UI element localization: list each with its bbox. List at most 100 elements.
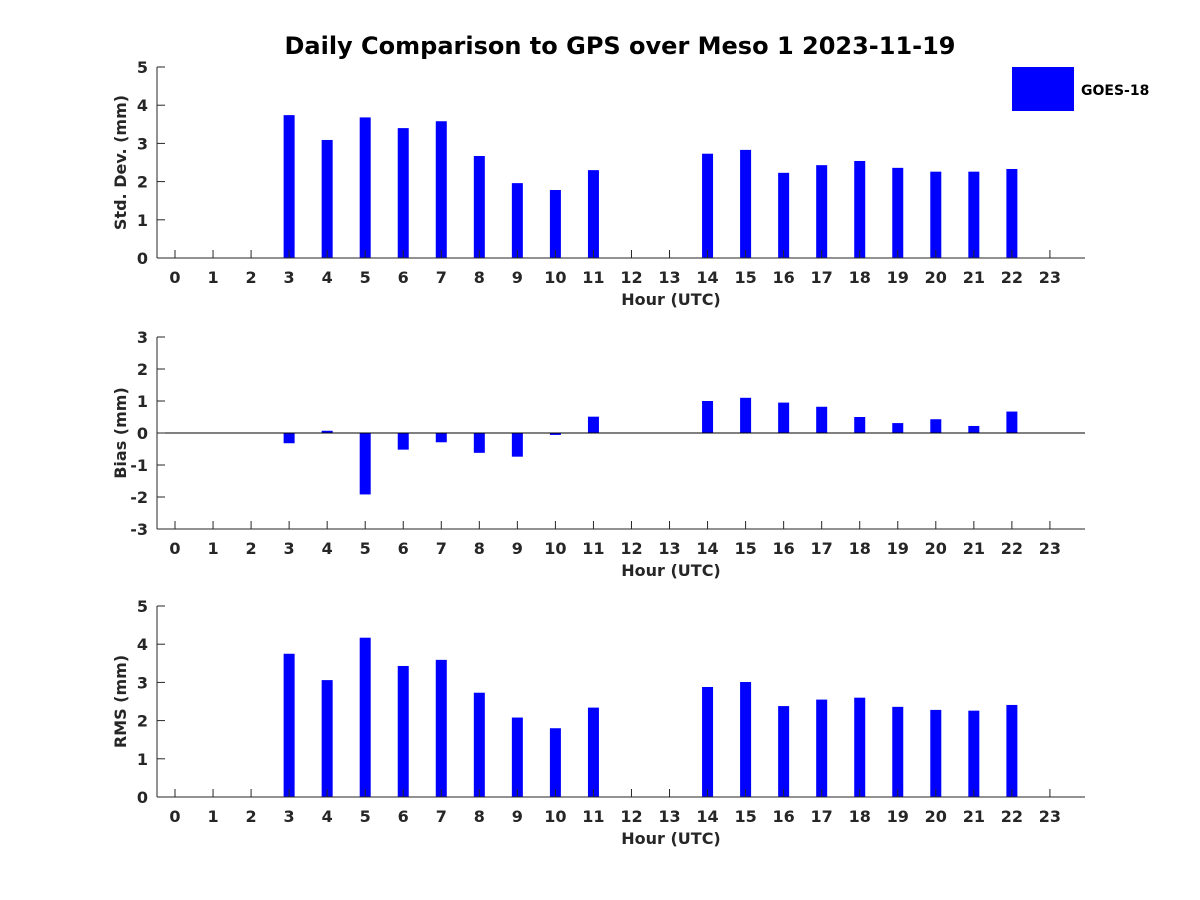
rms-x-tick-label: 0 xyxy=(169,807,180,826)
rms-x-tick-label: 4 xyxy=(322,807,333,826)
rms-x-tick-label: 1 xyxy=(207,807,218,826)
rms-x-tick-label: 23 xyxy=(1039,807,1061,826)
bias-bar-hour-21 xyxy=(968,425,980,433)
rms-y-axis-label: RMS (mm) xyxy=(111,655,130,748)
bias-x-tick-label: 23 xyxy=(1039,539,1061,558)
std-dev-x-tick-label: 16 xyxy=(773,268,795,287)
rms-y-tick-label: 0 xyxy=(137,788,148,807)
std-dev-bar-hour-6 xyxy=(397,128,409,258)
std-dev-x-tick-label: 10 xyxy=(544,268,566,287)
bias-bar-hour-11 xyxy=(587,416,599,433)
std-dev-x-tick-label: 4 xyxy=(322,268,333,287)
rms-x-tick-label: 6 xyxy=(398,807,409,826)
bias-x-tick-label: 15 xyxy=(734,539,756,558)
bias-x-tick-label: 12 xyxy=(620,539,642,558)
std-dev-bar-hour-14 xyxy=(702,153,714,258)
rms-x-tick-label: 11 xyxy=(582,807,604,826)
std-dev-x-tick-label: 17 xyxy=(811,268,833,287)
rms-bar-hour-19 xyxy=(892,706,904,797)
rms-x-tick-label: 20 xyxy=(925,807,947,826)
rms-y-tick-label: 3 xyxy=(137,673,148,692)
bias-x-axis-label: Hour (UTC) xyxy=(621,561,721,580)
bias-bars xyxy=(283,397,1018,495)
bias-x-tick-label: 1 xyxy=(207,539,218,558)
bias-x-tick-label: 4 xyxy=(322,539,333,558)
bias-y-tick-label: -1 xyxy=(130,456,148,475)
bias-x-tick-label: 2 xyxy=(246,539,257,558)
rms-x-tick-label: 7 xyxy=(436,807,447,826)
std-dev-x-tick-label: 3 xyxy=(284,268,295,287)
rms-x-tick-label: 12 xyxy=(620,807,642,826)
bias-x-tick-label: 7 xyxy=(436,539,447,558)
rms-bars xyxy=(283,637,1018,797)
rms-bar-hour-5 xyxy=(359,637,371,797)
legend: GOES-18 xyxy=(1012,67,1149,111)
rms-bar-hour-14 xyxy=(702,686,714,797)
std-dev-x-tick-label: 15 xyxy=(734,268,756,287)
rms-x-tick-label: 17 xyxy=(811,807,833,826)
std-dev-y-tick-label: 5 xyxy=(137,58,148,77)
rms-y-tick-label: 1 xyxy=(137,750,148,769)
std-dev-x-tick-label: 0 xyxy=(169,268,180,287)
rms-x-tick-label: 15 xyxy=(734,807,756,826)
rms-bar-hour-8 xyxy=(473,692,485,797)
bias-bar-hour-9 xyxy=(511,433,523,457)
std-dev-bar-hour-21 xyxy=(968,171,980,258)
rms-x-tick-label: 13 xyxy=(658,807,680,826)
std-dev-x-tick-label: 14 xyxy=(696,268,718,287)
rms-bar-hour-21 xyxy=(968,710,980,797)
bias-x-tick-label: 6 xyxy=(398,539,409,558)
std-dev-bar-hour-8 xyxy=(473,156,485,258)
rms-bar-hour-3 xyxy=(283,653,295,797)
std-dev-bar-hour-11 xyxy=(587,170,599,258)
bias-bar-hour-17 xyxy=(816,406,828,433)
bias-x-tick-label: 18 xyxy=(849,539,871,558)
bias-x-tick-label: 5 xyxy=(360,539,371,558)
std-dev-x-tick-label: 8 xyxy=(474,268,485,287)
bias-y-tick-label: 2 xyxy=(137,360,148,379)
rms-x-tick-label: 14 xyxy=(696,807,718,826)
std-dev-bar-hour-7 xyxy=(435,121,447,259)
bias-x-tick-label: 22 xyxy=(1001,539,1023,558)
bias-y-tick-label: 1 xyxy=(137,392,148,411)
bias-bar-hour-3 xyxy=(283,433,295,444)
rms-x-tick-label: 16 xyxy=(773,807,795,826)
bias-bar-hour-20 xyxy=(930,419,942,433)
std-dev-x-tick-label: 12 xyxy=(620,268,642,287)
bias-x-tick-label: 10 xyxy=(544,539,566,558)
bias-y-tick-label: 0 xyxy=(137,424,148,443)
rms-x-tick-label: 2 xyxy=(246,807,257,826)
rms-bar-hour-9 xyxy=(511,717,523,797)
bias-bar-hour-6 xyxy=(397,433,409,450)
bias-y-tick-label: 3 xyxy=(137,328,148,347)
std-dev-x-tick-label: 9 xyxy=(512,268,523,287)
bias-x-tick-label: 17 xyxy=(811,539,833,558)
std-dev-x-tick-label: 22 xyxy=(1001,268,1023,287)
rms-bar-hour-16 xyxy=(778,706,790,797)
bias-bar-hour-22 xyxy=(1006,411,1018,433)
chart-title: Daily Comparison to GPS over Meso 1 2023… xyxy=(284,32,955,60)
std-dev-x-tick-label: 11 xyxy=(582,268,604,287)
bias-bar-hour-14 xyxy=(702,401,714,433)
bias-y-axis-label: Bias (mm) xyxy=(111,387,130,479)
bias-x-tick-label: 0 xyxy=(169,539,180,558)
bias-bar-hour-18 xyxy=(854,417,866,433)
std-dev-x-tick-label: 18 xyxy=(849,268,871,287)
std-dev-x-axis-label: Hour (UTC) xyxy=(621,290,721,309)
rms-bar-hour-6 xyxy=(397,665,409,797)
rms-y-tick-label: 2 xyxy=(137,712,148,731)
rms-x-tick-label: 19 xyxy=(887,807,909,826)
rms-y-tick-label: 4 xyxy=(137,635,148,654)
rms-x-tick-label: 22 xyxy=(1001,807,1023,826)
rms-bar-hour-22 xyxy=(1006,704,1018,797)
std-dev-y-tick-label: 3 xyxy=(137,134,148,153)
bias-bar-hour-10 xyxy=(549,433,561,435)
std-dev-bar-hour-20 xyxy=(930,171,942,258)
bias-x-tick-label: 3 xyxy=(284,539,295,558)
std-dev-bar-hour-17 xyxy=(816,165,828,258)
rms-bar-hour-17 xyxy=(816,699,828,797)
std-dev-x-tick-label: 21 xyxy=(963,268,985,287)
legend-label-goes-18: GOES-18 xyxy=(1081,83,1149,99)
